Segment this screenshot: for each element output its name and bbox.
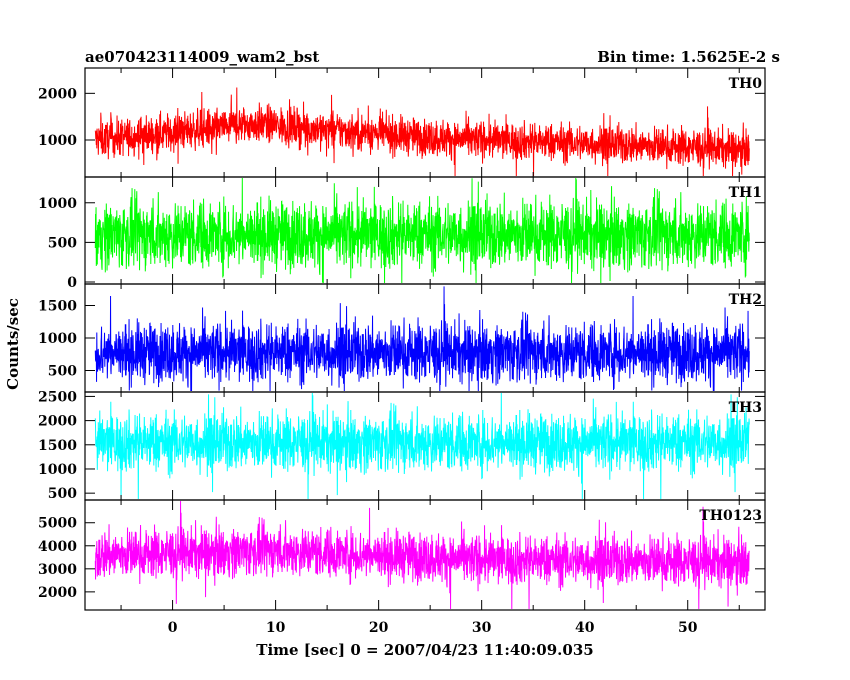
panel-th1: 0 500 1000 TH1: [38, 176, 766, 291]
panel-th2: 500 1000 1500 TH2: [38, 283, 766, 393]
band-label-th3: TH3: [729, 400, 762, 416]
y-axis-title: Counts/sec: [4, 298, 22, 390]
panel-frame: [84, 499, 766, 611]
y-tick-label: 3000: [38, 562, 77, 578]
series-line-th3: [94, 392, 750, 500]
x-axis-title: Time [sec] 0 = 2007/04/23 11:40:09.035: [256, 641, 593, 659]
panel-th0: 1000 2000 TH0: [38, 67, 766, 178]
band-label-th0123: TH0123: [699, 508, 762, 524]
x-tick-label: 20: [369, 620, 389, 636]
y-tick-label: 2000: [38, 585, 77, 601]
y-tick-label: 4000: [38, 539, 77, 555]
y-tick-label: 1000: [38, 196, 77, 212]
series-line-th0: [94, 87, 750, 177]
y-tick-label: 500: [48, 486, 77, 502]
panel-th0123: 2000 3000 4000 5000 TH0123: [38, 499, 766, 611]
x-tick-label: 40: [575, 620, 595, 636]
y-tick-label: 2000: [38, 86, 77, 102]
panel-th3: 500 1000 1500 2000 2500 TH3: [38, 389, 766, 502]
band-label-th0: TH0: [729, 76, 763, 92]
y-tick-label: 5000: [38, 516, 77, 532]
band-label-th1: TH1: [729, 185, 762, 201]
y-tick-label: 1500: [38, 438, 77, 454]
series-line-th0123: [94, 500, 750, 610]
y-tick-label: 0: [67, 275, 77, 291]
y-tick-label: 500: [48, 235, 77, 251]
series-line-th2: [94, 286, 750, 392]
y-tick-label: 1000: [38, 133, 77, 149]
x-tick-label: 30: [472, 620, 492, 636]
x-tick-label: 10: [266, 620, 286, 636]
chart-subtitle: Bin time: 1.5625E-2 s: [597, 48, 780, 66]
x-tick-label: 0: [168, 620, 178, 636]
y-tick-label: 1000: [38, 331, 77, 347]
band-label-th2: TH2: [729, 292, 762, 308]
y-tick-label: 1000: [38, 462, 77, 478]
chart-title: ae070423114009_wam2_bst: [85, 48, 319, 66]
y-tick-label: 500: [48, 364, 77, 380]
y-tick-label: 2000: [38, 414, 77, 430]
y-tick-label: 1500: [38, 299, 77, 315]
y-tick-label: 2500: [38, 389, 77, 405]
series-line-th1: [94, 177, 750, 284]
x-tick-label: 50: [678, 620, 698, 636]
